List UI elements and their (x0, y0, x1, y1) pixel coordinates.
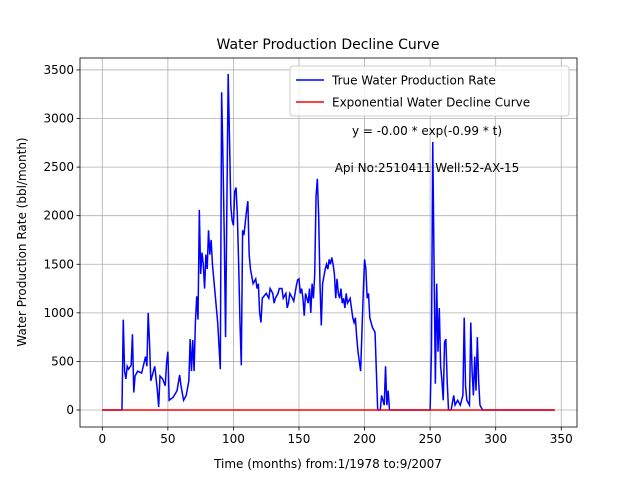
y-tick-label: 2000 (43, 209, 74, 223)
x-tick-label: 350 (550, 432, 573, 446)
x-tick-label: 100 (222, 432, 245, 446)
x-axis-label: Time (months) from:1/1978 to:9/2007 (213, 457, 442, 471)
legend: True Water Production Rate Exponential Wa… (289, 65, 570, 117)
x-tick-label: 300 (484, 432, 507, 446)
y-tick-label: 500 (51, 354, 74, 368)
annotation: Api No:2510411 Well:52-AX-15 (335, 161, 520, 175)
x-tick-label: 50 (160, 432, 175, 446)
data-line (102, 73, 555, 411)
y-tick-label: 3000 (43, 112, 74, 126)
y-axis-label: Water Production Rate (bbl/month) (15, 137, 29, 346)
x-tick-label: 0 (98, 432, 106, 446)
x-tick-label: 200 (353, 432, 376, 446)
legend-label: True Water Production Rate (331, 74, 496, 88)
y-tick-label: 1500 (43, 257, 74, 271)
chart-title: Water Production Decline Curve (217, 37, 440, 53)
y-tick-label: 0 (66, 403, 74, 417)
y-tick-label: 2500 (43, 160, 74, 174)
annotation: y = -0.00 * exp(-0.99 * t) (352, 124, 502, 138)
y-tick-label: 1000 (43, 306, 74, 320)
legend-box (289, 65, 570, 117)
y-tick-label: 3500 (43, 63, 74, 77)
axes-frame (79, 57, 578, 428)
x-tick-label: 150 (288, 432, 311, 446)
x-tick-label: 250 (419, 432, 442, 446)
legend-label: Exponential Water Decline Curve (332, 96, 530, 110)
